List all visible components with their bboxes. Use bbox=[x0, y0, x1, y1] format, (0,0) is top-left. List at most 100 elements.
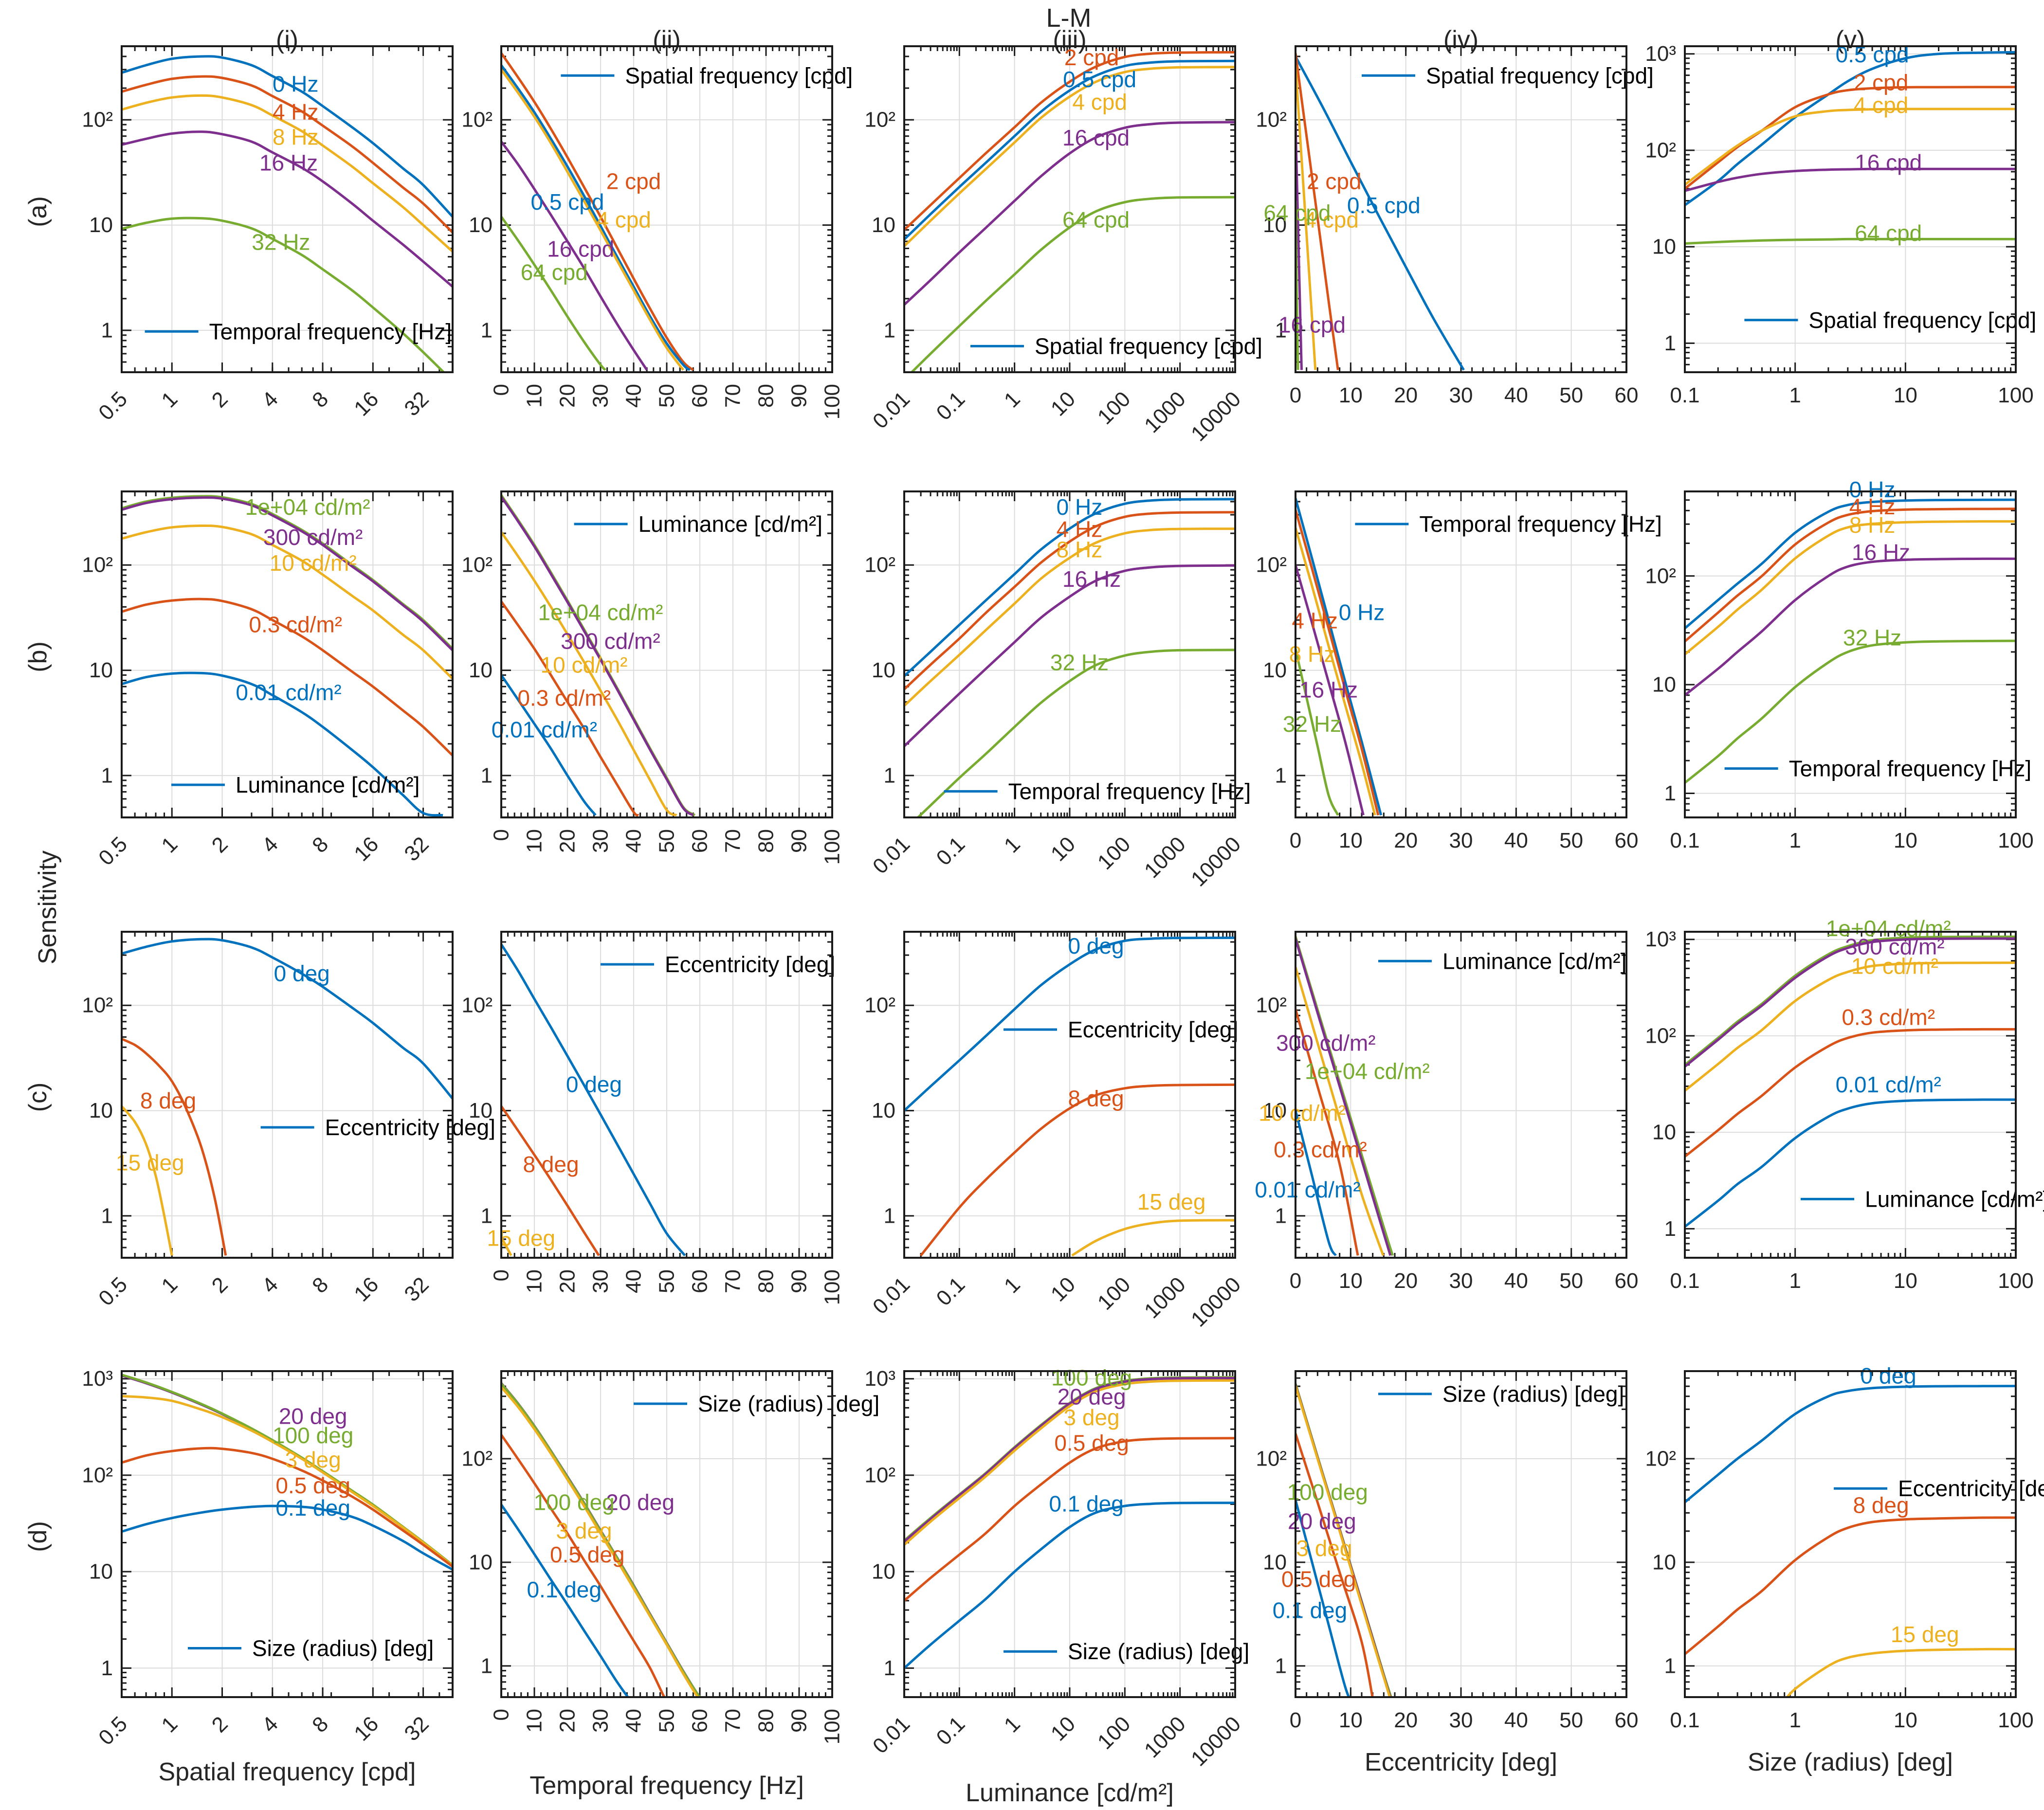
curve-label: 8 Hz bbox=[273, 124, 319, 149]
x-tick-label: 8 bbox=[308, 1712, 333, 1737]
x-tick-label: 60 bbox=[688, 1269, 712, 1293]
y-tick-label: 1 bbox=[481, 1204, 493, 1228]
y-tick-label: 1 bbox=[481, 318, 493, 342]
curve-8-Hz bbox=[904, 527, 1235, 707]
curve-label: 10 cd/m² bbox=[1259, 1101, 1346, 1126]
curve-64-cpd bbox=[910, 196, 1235, 372]
x-tick-label: 0 bbox=[490, 829, 513, 841]
axis-box bbox=[1295, 490, 1627, 818]
curve-label: 0 deg bbox=[566, 1071, 622, 1097]
axis-box bbox=[500, 931, 833, 1259]
x-tick-label: 1 bbox=[157, 1712, 182, 1737]
x-tick-label: 60 bbox=[1615, 829, 1639, 852]
y-tick-label: 10² bbox=[864, 553, 895, 577]
curve-0.01-cd-m- bbox=[1685, 1098, 2016, 1228]
curve-0.3-cd-m- bbox=[122, 597, 453, 757]
curve-0.01-cd-m- bbox=[122, 671, 443, 817]
x-tick-label: 1 bbox=[1000, 1712, 1025, 1737]
curves bbox=[501, 52, 694, 371]
x-tick-label: 10000 bbox=[1186, 832, 1245, 891]
curve-label: 4 Hz bbox=[1849, 494, 1896, 519]
x-tick-label: 32 bbox=[400, 832, 433, 866]
curve-label: 0.5 deg bbox=[550, 1542, 624, 1567]
y-tick-label: 10 bbox=[469, 1550, 493, 1574]
y-tick-label: 10² bbox=[1256, 1447, 1287, 1470]
curves bbox=[904, 51, 1235, 372]
legend-label: Spatial frequency [cpd] bbox=[1426, 63, 1654, 88]
curve-label: 0.5 deg bbox=[1281, 1566, 1356, 1592]
y-tick-label: 10 bbox=[1652, 673, 1676, 697]
curve-label: 100 deg bbox=[273, 1423, 353, 1448]
y-tick-label: 1 bbox=[481, 763, 493, 787]
curve-8-Hz bbox=[1296, 527, 1376, 816]
x-tick-label: 60 bbox=[1615, 383, 1639, 407]
x-tick-label: 40 bbox=[622, 1709, 646, 1733]
curve-0.5-cpd bbox=[501, 64, 691, 371]
curve-0.5-cpd bbox=[1685, 51, 2016, 206]
curve-label: 64 cpd bbox=[1263, 200, 1331, 226]
curve-4-Hz bbox=[122, 75, 453, 234]
curve-label: 4 cpd bbox=[1304, 207, 1359, 232]
curve-label: 15 deg bbox=[116, 1150, 184, 1176]
curve-15-deg bbox=[122, 1105, 173, 1256]
curve-300-cd-m- bbox=[501, 496, 694, 816]
legend-label: Temporal frequency [Hz] bbox=[1789, 756, 2032, 781]
y-tick-label: 1 bbox=[101, 763, 113, 787]
curve-label: 0 Hz bbox=[1339, 599, 1385, 625]
curve-8-deg bbox=[920, 1083, 1235, 1256]
x-tick-label: 100 bbox=[821, 384, 844, 419]
curve-label: 64 cpd bbox=[521, 260, 588, 285]
x-tick-label: 2 bbox=[207, 387, 233, 412]
curve-0.5-deg bbox=[904, 1437, 1235, 1602]
x-tick-label: 16 bbox=[349, 1712, 383, 1745]
x-tick-label: 16 bbox=[349, 387, 383, 420]
curves bbox=[122, 495, 453, 817]
y-tick-label: 1 bbox=[1664, 1217, 1676, 1241]
curve-16-Hz bbox=[1685, 557, 2016, 696]
curve-label: 100 deg bbox=[1287, 1480, 1368, 1505]
x-tick-label: 100 bbox=[821, 1269, 844, 1305]
y-tick-label: 10² bbox=[1645, 1024, 1676, 1048]
x-tick-label: 0.5 bbox=[94, 1272, 132, 1310]
legend-label: Temporal frequency [Hz] bbox=[209, 319, 452, 344]
x-tick-label: 40 bbox=[1504, 1269, 1528, 1293]
curve-label: 0.1 deg bbox=[1273, 1597, 1347, 1623]
curve-15-deg bbox=[1071, 1219, 1235, 1257]
curve-label: 100 deg bbox=[1051, 1365, 1132, 1391]
curve-0.1-deg bbox=[122, 1504, 453, 1571]
curves bbox=[1685, 935, 2016, 1228]
x-tick-label: 2 bbox=[207, 832, 233, 857]
y-tick-label: 10 bbox=[89, 1560, 113, 1584]
curve-label: 20 deg bbox=[1058, 1384, 1126, 1410]
x-tick-label: 30 bbox=[589, 829, 613, 853]
curve-label: 2 cpd bbox=[606, 168, 661, 194]
x-tick-label: 80 bbox=[754, 384, 778, 408]
curve-8-Hz bbox=[122, 94, 453, 253]
x-tick-label: 60 bbox=[688, 829, 712, 853]
curve-0-deg bbox=[122, 938, 453, 1100]
curve-3-deg bbox=[1296, 1385, 1391, 1697]
x-tick-label: 80 bbox=[754, 1709, 778, 1733]
x-tick-label: 90 bbox=[787, 829, 811, 853]
curve-0-deg bbox=[501, 943, 686, 1257]
y-tick-label: 10³ bbox=[82, 1367, 113, 1391]
curve-label: 4 Hz bbox=[1057, 516, 1103, 542]
axis-box bbox=[121, 931, 454, 1259]
curves bbox=[501, 943, 686, 1257]
x-tick-label: 8 bbox=[308, 1272, 333, 1298]
x-tick-label: 0.01 bbox=[868, 387, 914, 433]
x-tick-label: 10 bbox=[523, 1709, 547, 1733]
y-tick-label: 1 bbox=[101, 1204, 113, 1228]
x-tick-label: 0.5 bbox=[94, 1712, 132, 1750]
curve-16-cpd bbox=[501, 141, 648, 371]
curves bbox=[1685, 51, 2016, 245]
x-tick-label: 1 bbox=[1789, 1708, 1801, 1732]
curve-label: 0.01 cd/m² bbox=[236, 680, 341, 705]
y-tick-label: 10 bbox=[469, 658, 493, 682]
curve-label: 32 Hz bbox=[1283, 711, 1341, 737]
